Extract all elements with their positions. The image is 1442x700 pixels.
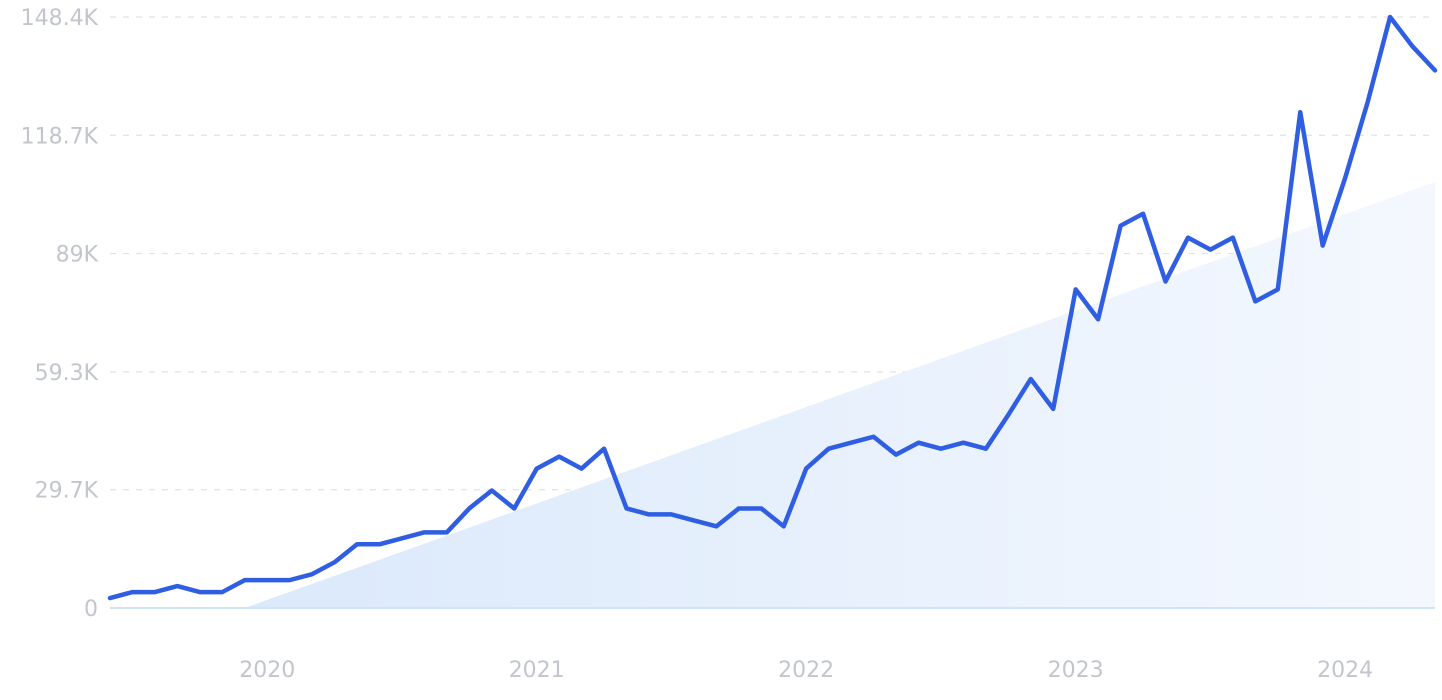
x-tick-label: 2021: [509, 658, 565, 683]
data-point: [961, 441, 965, 445]
data-point: [647, 512, 651, 516]
data-point: [1051, 407, 1055, 411]
y-axis: 0 29.7K 59.3K 89K 118.7K 148.4K: [21, 6, 99, 622]
data-point: [108, 596, 112, 600]
data-point: [1096, 317, 1100, 321]
data-point: [243, 578, 247, 582]
data-point: [624, 506, 628, 510]
data-point: [175, 584, 179, 588]
data-point: [1163, 279, 1167, 283]
y-tick-label: 118.7K: [21, 124, 99, 149]
data-point: [984, 447, 988, 451]
series-layer: [107, 14, 1438, 601]
data-point: [894, 452, 898, 456]
data-point: [1365, 100, 1369, 104]
data-point: [512, 506, 516, 510]
y-tick-label: 89K: [56, 243, 99, 268]
x-tick-label: 2022: [778, 658, 834, 683]
trend-area-layer: [244, 181, 1436, 608]
data-point: [871, 435, 875, 439]
data-point: [1321, 243, 1325, 247]
y-tick-label: 29.7K: [35, 479, 99, 504]
data-point: [153, 590, 157, 594]
x-tick-label: 2020: [239, 658, 295, 683]
data-point: [826, 447, 830, 451]
data-point: [355, 542, 359, 546]
data-point: [1186, 235, 1190, 239]
data-point: [1388, 15, 1392, 19]
data-point: [939, 447, 943, 451]
data-point: [130, 590, 134, 594]
data-point: [1118, 223, 1122, 227]
data-point: [849, 441, 853, 445]
y-tick-label: 0: [84, 597, 98, 622]
data-point: [602, 447, 606, 451]
data-point: [782, 524, 786, 528]
y-tick-label: 59.3K: [35, 361, 99, 386]
data-point: [400, 536, 404, 540]
series-line: [107, 14, 1438, 601]
x-tick-label: 2023: [1048, 658, 1104, 683]
x-tick-label: 2024: [1317, 658, 1373, 683]
x-axis: 2020 2021 2022 2023 2024: [239, 658, 1373, 683]
data-point: [422, 530, 426, 534]
data-point: [445, 530, 449, 534]
data-point: [490, 488, 494, 492]
data-point: [692, 518, 696, 522]
data-point: [1343, 176, 1347, 180]
data-point: [1006, 413, 1010, 417]
data-point: [1410, 44, 1414, 48]
data-point: [265, 578, 269, 582]
data-point: [579, 466, 583, 470]
data-point: [804, 466, 808, 470]
data-point: [467, 506, 471, 510]
data-point: [1298, 110, 1302, 114]
data-point: [198, 590, 202, 594]
data-point: [759, 506, 763, 510]
data-point: [287, 578, 291, 582]
data-point: [714, 524, 718, 528]
data-point: [310, 572, 314, 576]
data-point: [1029, 377, 1033, 381]
trend-area: [244, 181, 1436, 608]
data-point: [1208, 247, 1212, 251]
data-point: [557, 454, 561, 458]
data-point: [1276, 287, 1280, 291]
data-point: [737, 506, 741, 510]
data-point: [220, 590, 224, 594]
data-point: [1141, 212, 1145, 216]
data-point: [1253, 299, 1257, 303]
data-point: [916, 441, 920, 445]
data-point: [1433, 68, 1437, 72]
data-point: [332, 560, 336, 564]
data-point: [1073, 287, 1077, 291]
data-point: [669, 512, 673, 516]
data-point: [377, 542, 381, 546]
y-tick-label: 148.4K: [21, 6, 99, 31]
data-point: [534, 466, 538, 470]
data-point: [1231, 235, 1235, 239]
